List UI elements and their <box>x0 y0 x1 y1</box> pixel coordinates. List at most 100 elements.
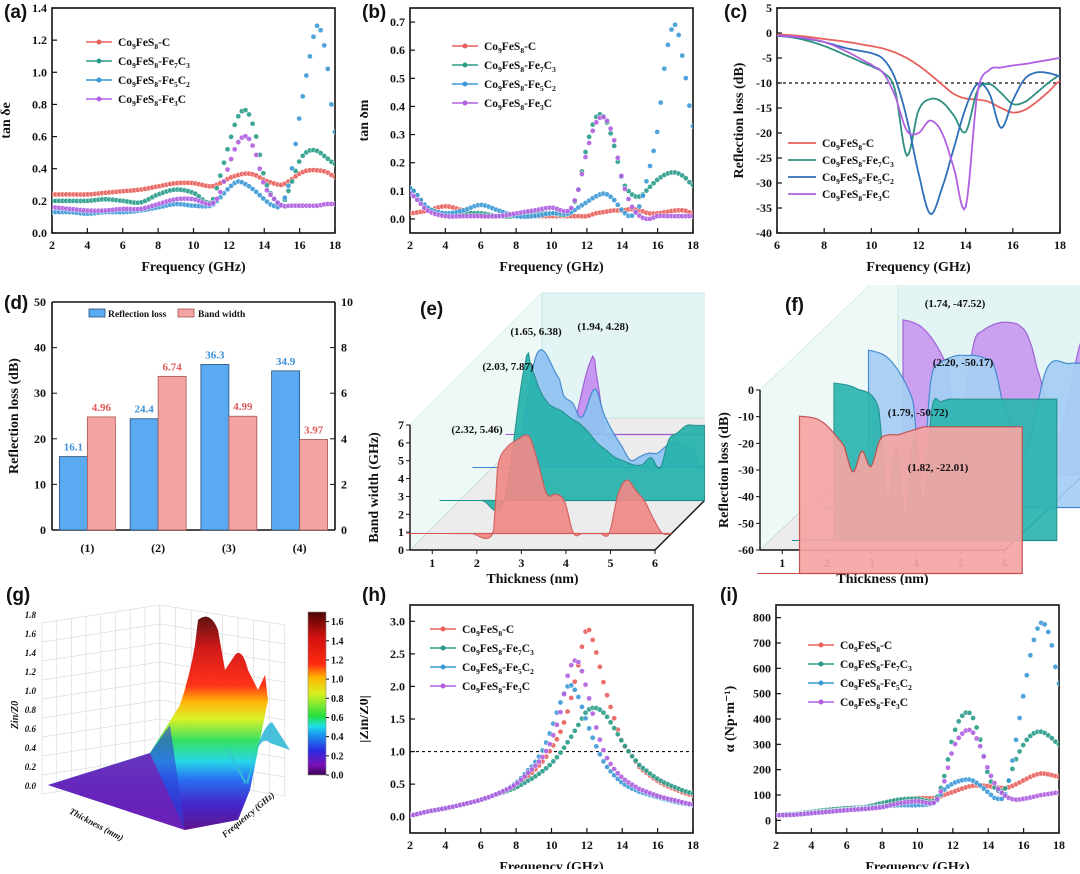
y2-tick-label: 4 <box>341 432 347 446</box>
data-point-Co9FeS8-Fe5C2 <box>680 53 685 58</box>
data-label: 6.74 <box>163 361 183 373</box>
data-point-Co9FeS8-Fe5C2 <box>1028 653 1033 658</box>
y-tick-label: 0.6 <box>32 130 47 144</box>
y-tick-label: 20 <box>34 432 46 446</box>
panel-label: (h) <box>362 585 386 607</box>
y-tick-label: 0.0 <box>390 212 405 226</box>
data-point-Co9FeS8-Fe5C2 <box>687 103 692 108</box>
series-line-Co9FeS8-C <box>777 35 1060 113</box>
x-tick-label: 1 <box>779 556 785 570</box>
x-tick-label: 8 <box>821 238 827 252</box>
data-point-Co9FeS8-Fe5C2 <box>651 148 656 153</box>
z-tick-label: 1.8 <box>25 610 37 620</box>
x-tick-label: (2) <box>151 541 165 555</box>
data-point-Co9FeS8-Fe7C3 <box>967 710 972 715</box>
legend-marker <box>819 700 824 705</box>
legend-label: Co9FeS8-Fe5C2 <box>822 172 894 186</box>
colorbar-tick-label: 1.2 <box>331 655 344 666</box>
z-tick-label: 0.8 <box>25 705 37 715</box>
data-point-Co9FeS8-Fe5C2 <box>311 34 316 39</box>
data-point-Co9FeS8-Fe7C3 <box>608 131 613 136</box>
data-point-Co9FeS8-Fe5C2 <box>594 744 599 749</box>
data-point-Co9FeS8-Fe5C2 <box>1013 737 1018 742</box>
y-tick-label: 200 <box>753 763 771 777</box>
legend-label: Co9FeS8-Fe3C <box>840 697 908 711</box>
x-tick-label: 12 <box>581 838 593 852</box>
peak-label: (2.03, 7.87) <box>482 361 534 373</box>
data-point-Co9FeS8-Fe3C <box>594 725 599 730</box>
chart-g: 0.00.20.40.60.81.01.21.41.61.8Zin/Z0Thic… <box>0 585 360 869</box>
y-tick-label: 0 <box>766 26 772 40</box>
x-tick-label: 5 <box>607 556 613 570</box>
data-point-Co9FeS8-Fe5C2 <box>314 23 319 28</box>
data-point-Co9FeS8-Fe7C3 <box>956 719 961 724</box>
data-point-Co9FeS8-Fe7C3 <box>246 112 251 117</box>
data-point-Co9FeS8-C <box>558 729 563 734</box>
data-points <box>407 22 695 221</box>
data-point-Co9FeS8-C <box>590 637 595 642</box>
data-point-Co9FeS8-Fe5C2 <box>1053 664 1058 669</box>
x-tick-label: 2 <box>407 838 413 852</box>
x-tick-label: 6 <box>774 238 780 252</box>
data-point-Co9FeS8-Fe3C <box>590 128 595 133</box>
data-point-Co9FeS8-Fe5C2 <box>293 141 298 146</box>
data-point-Co9FeS8-Fe3C <box>569 205 574 210</box>
series-line-Co9FeS8-Fe7C3 <box>777 36 1060 156</box>
data-point-Co9FeS8-Fe7C3 <box>332 161 337 166</box>
bar-band-width <box>300 439 328 530</box>
legend-marker <box>97 78 102 83</box>
y-tick-label: 0.5 <box>390 777 405 791</box>
data-point-Co9FeS8-Fe3C <box>415 197 420 202</box>
y-tick-label: 0 <box>398 543 404 557</box>
data-point-Co9FeS8-Fe3C <box>590 711 595 716</box>
data-point-Co9FeS8-Fe5C2 <box>590 735 595 740</box>
legend-marker <box>463 63 468 68</box>
plot-frame <box>410 8 693 233</box>
y-tick-label: 1.0 <box>32 65 47 79</box>
data-point-Co9FeS8-C <box>594 650 599 655</box>
data-point-Co9FeS8-Fe5C2 <box>637 204 642 209</box>
data-point-Co9FeS8-Fe3C <box>604 118 609 123</box>
x-tick-label: 12 <box>581 238 593 252</box>
bar-band-width <box>87 417 115 530</box>
data-point-Co9FeS8-Fe5C2 <box>683 75 688 80</box>
data-point-Co9FeS8-Fe7C3 <box>615 732 620 737</box>
legend-label: Co9FeS8-Fe3C <box>484 98 552 112</box>
panel-label: (b) <box>362 2 386 24</box>
legend-label: Co9FeS8-Fe3C <box>462 681 530 695</box>
x-tick-label: 16 <box>1007 238 1019 252</box>
data-point-Co9FeS8-Fe5C2 <box>1017 715 1022 720</box>
y-tick-label: 3.0 <box>390 614 405 628</box>
legend-label: Co9FeS8-Fe7C3 <box>118 56 190 70</box>
data-point-Co9FeS8-Fe5C2 <box>325 66 330 71</box>
data-point-Co9FeS8-Fe3C <box>935 797 940 802</box>
x-tick-label: 18 <box>687 838 699 852</box>
y-tick-label: 0.4 <box>390 99 405 113</box>
x-tick-label: 2 <box>49 238 55 252</box>
data-point-Co9FeS8-Fe3C <box>945 765 950 770</box>
legend-label: Co9FeS8-Fe7C3 <box>484 60 556 74</box>
data-point-Co9FeS8-C <box>579 644 584 649</box>
data-point-Co9FeS8-Fe3C <box>949 751 954 756</box>
x-axis-title: Frequency (GHz) <box>141 260 246 275</box>
peak-label: (1.65, 6.38) <box>510 326 562 338</box>
y-tick-label: -5 <box>762 51 772 65</box>
data-point-Co9FeS8-Fe7C3 <box>286 188 291 193</box>
data-point-Co9FeS8-Fe3C <box>604 755 609 760</box>
series-line-Co9FeS8-Fe3C <box>777 36 1060 210</box>
legend-label: Co9FeS8-Fe3C <box>118 94 186 108</box>
legend-marker <box>819 662 824 667</box>
data-point-Co9FeS8-Fe5C2 <box>640 193 645 198</box>
bar-band-width <box>158 376 186 530</box>
y-tick-label: -25 <box>756 151 772 165</box>
data-label: 4.99 <box>233 401 253 413</box>
x-axis-title: Frequency (GHz) <box>865 860 970 869</box>
peak-label: (1.79, -50.72) <box>888 407 949 419</box>
legend-label: Co9FeS8-Fe5C2 <box>840 678 912 692</box>
x-tick-label: (1) <box>80 541 94 555</box>
y-tick-label: 500 <box>753 687 771 701</box>
x-tick-label: 4 <box>84 238 90 252</box>
data-point-Co9FeS8-Fe5C2 <box>1021 694 1026 699</box>
